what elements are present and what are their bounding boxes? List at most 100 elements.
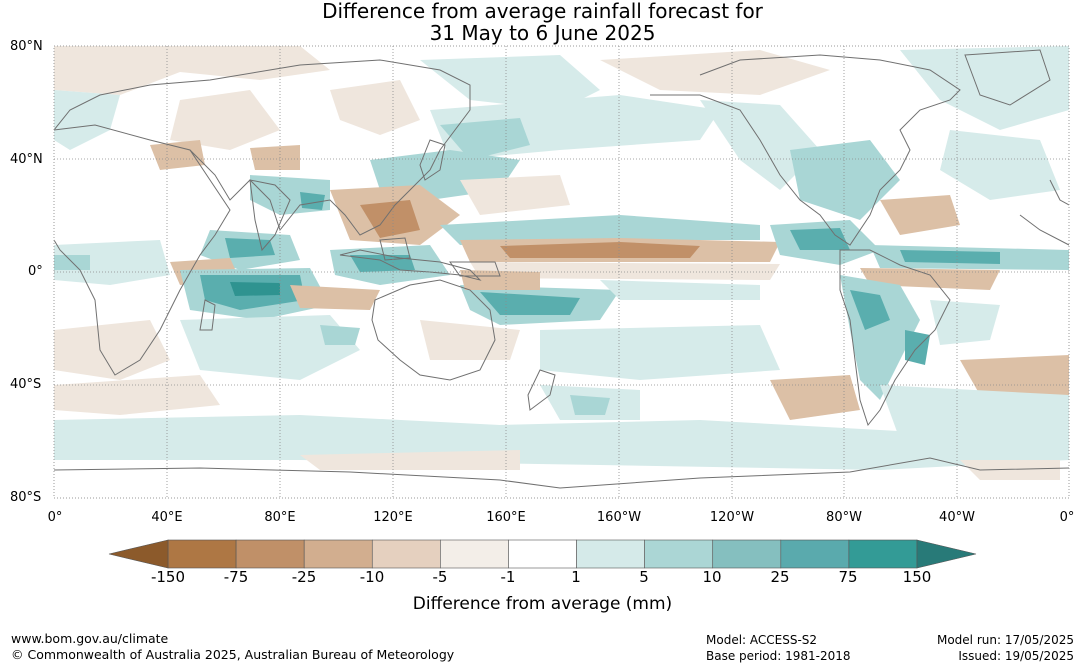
colorbar-tick-label: -75 [223, 568, 249, 586]
anomaly-fields [54, 46, 1069, 480]
colorbar-tick-label: -25 [291, 568, 317, 586]
colorbar-box [167, 539, 237, 569]
wet-light-region [930, 300, 1000, 345]
colorbar-box [303, 539, 373, 569]
dry-strong-region [500, 242, 700, 258]
dry-strong-region [360, 200, 420, 238]
wet-strong-region [790, 228, 850, 250]
dry-light-region [960, 460, 1060, 480]
dry-light-region [420, 320, 520, 360]
footer-base-period: Base period: 1981-2018 [706, 649, 851, 663]
wet-light-region [54, 90, 120, 150]
coastlines [54, 49, 1069, 489]
colorbar-tick-label: 5 [639, 568, 649, 586]
colorbar-tick-label: 10 [702, 568, 722, 586]
wet-light-region [700, 100, 820, 190]
dry-light-region [600, 50, 830, 95]
wet-moderate-region [570, 395, 610, 415]
lon-label-0-east-edge: 0° [1059, 510, 1075, 525]
colorbar-tick-label: 150 [902, 568, 932, 586]
wet-light-region [900, 46, 1069, 130]
lon-label-120w: 120°W [709, 510, 755, 525]
wet-light-region [180, 315, 360, 380]
dry-light-region [330, 80, 420, 135]
dry-light-region [300, 450, 520, 470]
wet-moderate-region [440, 215, 760, 245]
lon-label-160e: 160°E [486, 510, 526, 525]
wet-light-region [54, 240, 170, 285]
wet-light-region [600, 280, 760, 300]
colorbar-tick-label: -5 [432, 568, 448, 586]
colorbar-box [371, 539, 441, 569]
wet-strong-region [900, 250, 1000, 264]
eurasia-coastline [54, 59, 471, 236]
footer-model: Model: ACCESS-S2 [706, 633, 818, 647]
colorbar-tick-label: 25 [770, 568, 790, 586]
colorbar-box [712, 539, 782, 569]
wet-light-region [420, 55, 600, 110]
colorbar-tick-label: -1 [500, 568, 516, 586]
dry-moderate-region [460, 270, 540, 290]
wet-extreme-region [230, 282, 280, 296]
chart-title-line1: Difference from average rainfall forecas… [322, 0, 763, 23]
dry-light-region [54, 375, 220, 415]
wet-strong-region [480, 292, 580, 315]
lat-label-40n: 40°N [10, 152, 43, 167]
lat-label-80n: 80°N [10, 39, 43, 54]
lon-label-160w: 160°W [596, 510, 642, 525]
wet-strong-region [300, 192, 325, 210]
borneo-coastline [379, 237, 411, 261]
new-guinea-coastline [449, 261, 501, 277]
lat-label-equator: 0° [28, 264, 43, 279]
lon-label-0-west-edge: 0° [47, 510, 63, 525]
colorbar-tick-label: 75 [838, 568, 858, 586]
iberia-europe-coastline [1049, 179, 1069, 206]
dry-moderate-region [250, 145, 300, 170]
map-gridlines [54, 46, 1069, 498]
lon-label-80e: 80°E [264, 510, 296, 525]
colorbar-tick-label: 1 [571, 568, 581, 586]
footer-copyright: © Commonwealth of Australia 2025, Austra… [11, 647, 455, 662]
map-frame [53, 45, 1070, 499]
colorbar-tick-label: -150 [150, 568, 186, 586]
wet-light-region [940, 130, 1060, 200]
indonesia-coastline [339, 249, 482, 281]
dry-moderate-region [880, 195, 960, 235]
colorbar-box [440, 539, 509, 569]
colorbar-box [576, 539, 645, 569]
wet-moderate-region [440, 118, 530, 160]
india-coastline [249, 179, 291, 252]
lat-label-80s: 80°S [10, 490, 42, 505]
north-america-coastline [650, 54, 961, 246]
new-zealand-coastline [527, 369, 556, 411]
africa-coastline [54, 124, 231, 376]
wet-light-region [540, 325, 780, 380]
dry-light-region [54, 320, 170, 380]
wet-strong-region [850, 290, 890, 330]
south-america-coastline [839, 249, 951, 427]
wet-moderate-region [320, 325, 360, 345]
colorbar-box [508, 539, 577, 569]
antarctica-coastline [54, 457, 1069, 489]
colorbar-title: Difference from average (mm) [412, 594, 673, 614]
australia-coastline [371, 279, 496, 381]
lon-label-40w: 40°W [939, 510, 975, 525]
dry-light-region [54, 46, 330, 95]
japan-coastline [419, 139, 446, 181]
greenland-coastline [964, 49, 1051, 106]
colorbar-tick-label: -10 [359, 568, 385, 586]
footer-model-run: Model run: 17/05/2025 [936, 633, 1074, 647]
lat-label-40s: 40°S [10, 377, 42, 392]
lon-label-120e: 120°E [373, 510, 413, 525]
colorbar-box [235, 539, 305, 569]
lon-label-80w: 80°W [826, 510, 862, 525]
colorbar-extend-high [916, 539, 977, 569]
wet-moderate-region [790, 140, 900, 220]
chart-title-line2: 31 May to 6 June 2025 [429, 21, 656, 45]
footer-website: www.bom.gov.au/climate [11, 631, 169, 646]
dry-moderate-region [290, 285, 380, 310]
dry-moderate-region [770, 375, 860, 420]
madagascar-coastline [199, 299, 216, 331]
